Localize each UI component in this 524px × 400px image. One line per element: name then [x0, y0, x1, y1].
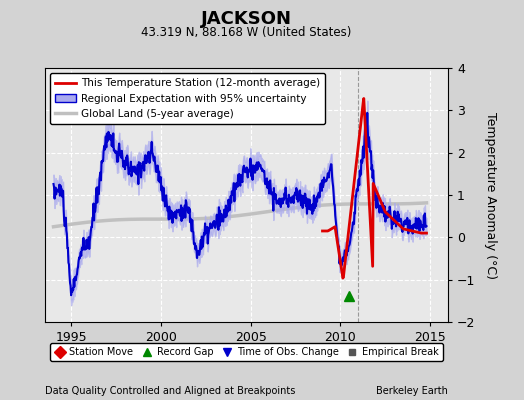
Legend: This Temperature Station (12-month average), Regional Expectation with 95% uncer: This Temperature Station (12-month avera… [50, 73, 325, 124]
Y-axis label: Temperature Anomaly (°C): Temperature Anomaly (°C) [484, 112, 497, 278]
Text: Data Quality Controlled and Aligned at Breakpoints: Data Quality Controlled and Aligned at B… [45, 386, 295, 396]
Text: 43.319 N, 88.168 W (United States): 43.319 N, 88.168 W (United States) [141, 26, 352, 39]
Text: JACKSON: JACKSON [201, 10, 292, 28]
Text: Berkeley Earth: Berkeley Earth [376, 386, 448, 396]
Legend: Station Move, Record Gap, Time of Obs. Change, Empirical Break: Station Move, Record Gap, Time of Obs. C… [50, 343, 443, 361]
